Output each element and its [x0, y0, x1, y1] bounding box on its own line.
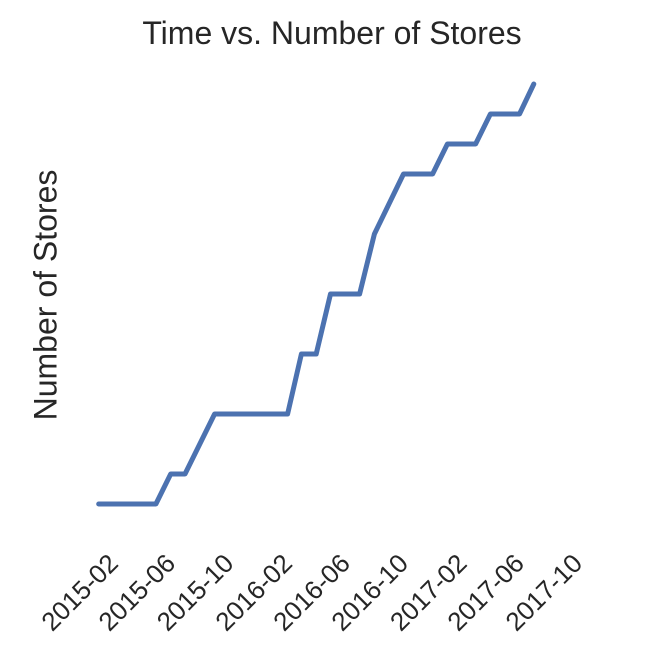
plot-area — [96, 81, 537, 507]
series-line-0 — [96, 81, 537, 507]
chart-title: Time vs. Number of Stores — [142, 15, 521, 51]
y-axis-label: Number of Stores — [27, 170, 63, 421]
x-axis-ticks: 2015-022015-062015-102016-022016-062016-… — [35, 548, 588, 637]
